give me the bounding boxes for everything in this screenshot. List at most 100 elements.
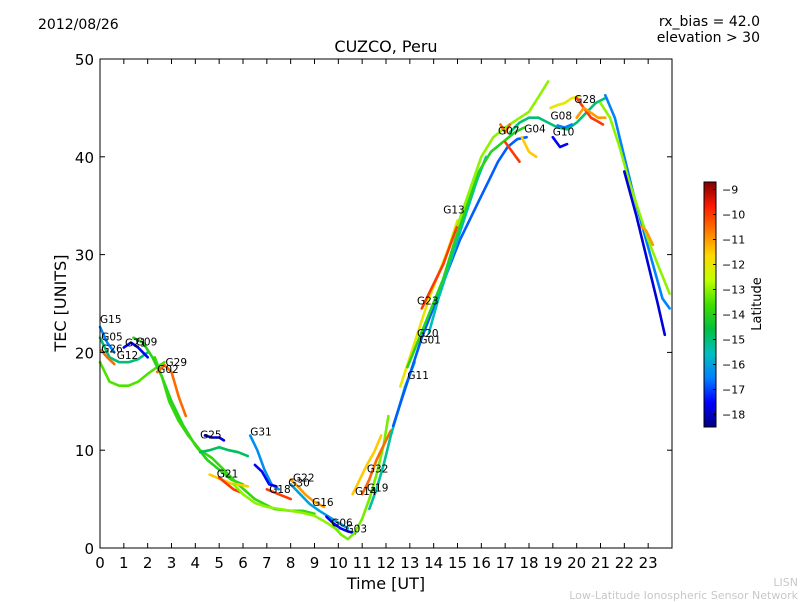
x-tick-label-1: 1 bbox=[119, 554, 129, 572]
satellite-label-g06: G06 bbox=[331, 518, 353, 530]
x-tick-label-2: 2 bbox=[143, 554, 153, 572]
y-axis: 0 10 20 30 40 50 bbox=[75, 51, 672, 558]
series-line-g31 bbox=[248, 434, 281, 491]
colorbar-tick-label-0: −9 bbox=[722, 184, 738, 197]
x-tick-label-20: 20 bbox=[567, 554, 586, 572]
series-layer bbox=[98, 80, 671, 541]
series-line-g28 bbox=[575, 96, 605, 126]
colorbar-gradient bbox=[703, 181, 717, 428]
x-tick-label-23: 23 bbox=[639, 554, 658, 572]
satellite-label-g02: G02 bbox=[157, 364, 179, 376]
satellite-label-g26: G26 bbox=[101, 343, 123, 355]
series-line-g18 bbox=[253, 463, 278, 488]
y-tick-label-0: 0 bbox=[84, 540, 94, 558]
series-line-g15 bbox=[98, 325, 116, 354]
series-line-g32 bbox=[360, 429, 393, 496]
satellite-label-g21: G21 bbox=[125, 338, 147, 350]
satellite-label-g13: G13 bbox=[443, 205, 465, 217]
colorbar-tick-label-3: −12 bbox=[722, 259, 745, 272]
colorbar-tick-label-2: −11 bbox=[722, 234, 745, 247]
series-line-g28c bbox=[603, 93, 671, 310]
y-tick-label-40: 40 bbox=[75, 149, 94, 167]
satellite-label-g18: G18 bbox=[269, 484, 291, 496]
satellite-label-g15: G15 bbox=[100, 314, 122, 326]
x-tick-label-13: 13 bbox=[400, 554, 419, 572]
satellite-label-g09: G09 bbox=[136, 337, 158, 349]
satellite-label-g03: G03 bbox=[346, 523, 368, 535]
satellite-label-layer: G15G05G26G12G21G09G29G02G25G21G31G18G30G… bbox=[100, 94, 596, 535]
colorbar-tick-label-6: −15 bbox=[722, 334, 745, 347]
y-tick-label-50: 50 bbox=[75, 51, 94, 69]
series-line-g28e bbox=[637, 224, 655, 247]
satellite-label-g07: G07 bbox=[498, 125, 520, 137]
x-tick-label-8: 8 bbox=[286, 554, 296, 572]
x-tick-label-18: 18 bbox=[519, 554, 538, 572]
x-tick-label-19: 19 bbox=[543, 554, 562, 572]
series-line-g18b bbox=[265, 487, 293, 501]
x-tick-label-6: 6 bbox=[238, 554, 248, 572]
series-line-g17b bbox=[456, 80, 550, 227]
series-line-g05 bbox=[98, 336, 149, 364]
satellite-label-g11: G11 bbox=[407, 370, 429, 382]
satellite-label-g23: G23 bbox=[417, 296, 439, 308]
colorbar-tick-label-9: −18 bbox=[722, 409, 745, 422]
series-line-g16 bbox=[289, 483, 350, 530]
credit-short: LISN bbox=[773, 576, 798, 589]
x-tick-label-7: 7 bbox=[262, 554, 272, 572]
series-line-g28f bbox=[622, 170, 667, 337]
x-tick-label-9: 9 bbox=[310, 554, 320, 572]
x-tick-label-15: 15 bbox=[448, 554, 467, 572]
date-label: 2012/08/26 bbox=[38, 17, 119, 33]
series-line-g30 bbox=[232, 483, 340, 532]
colorbar: −9 −10 −11 −12 −13 −14 −15 −16 −17 −18 Latitude bbox=[703, 181, 765, 428]
series-line-g28d bbox=[599, 101, 671, 296]
satellite-label-g12: G12 bbox=[117, 350, 139, 362]
series-line-g23 bbox=[420, 224, 459, 310]
x-axis: 0 1 2 3 4 5 6 7 8 9 10 11 12 13 14 15 16 17 18 19 20 21 22 23 bbox=[95, 59, 658, 572]
satellite-label-g28: G28 bbox=[574, 94, 596, 106]
x-tick-label-21: 21 bbox=[591, 554, 610, 572]
colorbar-ticks: −9 −10 −11 −12 −13 −14 −15 −16 −17 −18 bbox=[713, 184, 745, 422]
x-tick-label-5: 5 bbox=[214, 554, 224, 572]
x-tick-label-10: 10 bbox=[329, 554, 348, 572]
x-tick-label-0: 0 bbox=[95, 554, 105, 572]
colorbar-label: Latitude bbox=[750, 277, 765, 331]
rx-bias-label: rx_bias = 42.0 bbox=[658, 14, 760, 30]
colorbar-tick-label-4: −13 bbox=[722, 284, 745, 297]
x-tick-label-14: 14 bbox=[424, 554, 443, 572]
x-tick-label-3: 3 bbox=[167, 554, 177, 572]
satellite-label-g30: G30 bbox=[288, 477, 310, 489]
elevation-label: elevation > 30 bbox=[656, 30, 760, 46]
x-tick-label-4: 4 bbox=[191, 554, 201, 572]
series-line-g28b bbox=[575, 106, 607, 119]
series-line-g02 bbox=[155, 363, 188, 418]
y-tick-label-20: 20 bbox=[75, 344, 94, 362]
series-line-g06 bbox=[325, 515, 357, 535]
satellite-label-g32: G32 bbox=[367, 464, 389, 476]
colorbar-tick-label-1: −10 bbox=[722, 209, 745, 222]
series-line-g12 bbox=[98, 360, 166, 388]
series-line-g09 bbox=[132, 336, 245, 486]
satellite-label-g01: G01 bbox=[419, 335, 441, 347]
satellite-label-g20: G20 bbox=[417, 328, 439, 340]
series-line-g21b bbox=[208, 473, 250, 488]
y-tick-label-10: 10 bbox=[75, 442, 94, 460]
colorbar-tick-label-5: −14 bbox=[722, 309, 745, 322]
satellite-label-g14: G14 bbox=[355, 486, 377, 498]
chart-title: CUZCO, Peru bbox=[334, 37, 438, 56]
series-line-g22 bbox=[289, 478, 326, 509]
series-line-g25b bbox=[198, 445, 250, 458]
colorbar-tick-label-7: −16 bbox=[722, 359, 745, 372]
series-line-g11 bbox=[391, 135, 528, 428]
series-line-g07b bbox=[503, 140, 521, 163]
x-tick-label-17: 17 bbox=[496, 554, 515, 572]
series-line-g21 bbox=[122, 341, 149, 359]
series-line-g17 bbox=[406, 126, 526, 369]
series-line-g08 bbox=[549, 94, 581, 110]
x-tick-label-16: 16 bbox=[472, 554, 491, 572]
satellite-label-g04: G04 bbox=[524, 123, 546, 135]
satellite-label-g08: G08 bbox=[551, 111, 573, 123]
credit-long: Low-Latitude Ionospheric Sensor Network bbox=[569, 589, 798, 602]
satellite-label-g25: G25 bbox=[200, 430, 222, 442]
satellite-label-g22: G22 bbox=[293, 473, 315, 485]
